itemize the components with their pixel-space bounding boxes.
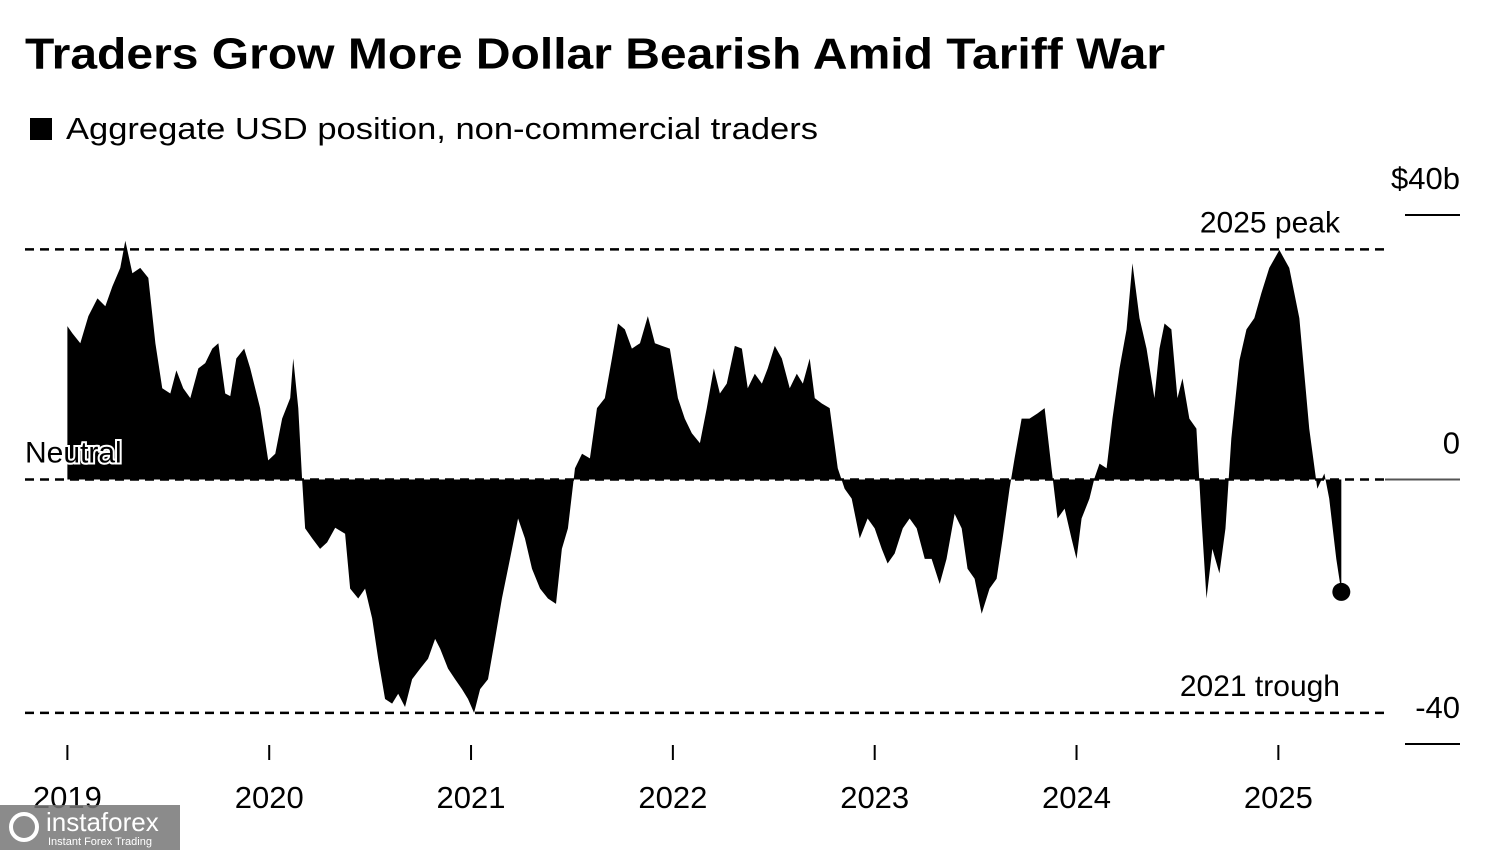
x-tick-label: 2025 <box>1244 780 1313 815</box>
annotation: 2021 trough <box>1180 670 1340 703</box>
y-tick-label: $40b <box>1391 161 1460 196</box>
x-tick-label: 2024 <box>1042 780 1111 815</box>
x-tick-label: 2023 <box>840 780 909 815</box>
y-tick-label: -40 <box>1415 690 1460 725</box>
watermark-subtext: Instant Forex Trading <box>48 836 152 848</box>
watermark-icon <box>9 812 39 842</box>
x-tick-label: 2021 <box>437 780 506 815</box>
legend-swatch <box>30 118 52 140</box>
watermark-box <box>0 805 180 850</box>
last-point <box>1332 582 1351 601</box>
watermark-text: instaforex <box>46 807 159 837</box>
chart-title: Traders Grow More Dollar Bearish Amid Ta… <box>25 30 1165 79</box>
y-tick-label: 0 <box>1443 426 1460 461</box>
x-tick-label: 2022 <box>638 780 707 815</box>
annotation: 2025 peak <box>1200 206 1341 239</box>
annotation: Neutral <box>25 436 122 469</box>
area <box>67 240 1342 713</box>
legend-label: Aggregate USD position, non-commercial t… <box>66 111 818 146</box>
x-tick-label: 2020 <box>235 780 304 815</box>
